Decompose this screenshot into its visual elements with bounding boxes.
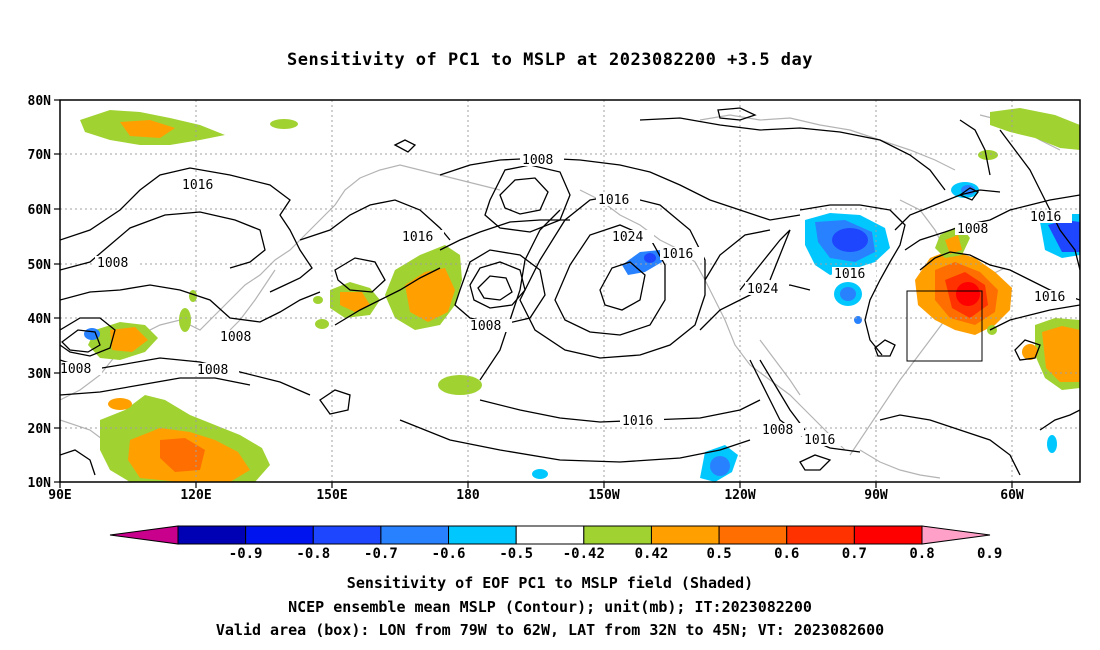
lat-label: 80N xyxy=(28,94,52,109)
contour-label: 1016 xyxy=(402,230,433,245)
colorbar-label: 0.6 xyxy=(774,546,799,562)
colorbar-label: -0.6 xyxy=(432,546,466,562)
gridlines xyxy=(60,100,1080,482)
lon-label: 90W xyxy=(864,488,888,503)
contour-labels: 1016 1008 1008 1008 1008 1016 1008 1008 … xyxy=(58,153,1072,448)
colorbar-swatch xyxy=(718,525,788,545)
colorbar-swatch xyxy=(177,525,247,545)
caption-line-3: Valid area (box): LON from 79W to 62W, L… xyxy=(215,621,885,639)
contour-label: 1024 xyxy=(747,282,778,297)
contour-label: 1016 xyxy=(834,267,865,282)
colorbar-swatch xyxy=(583,525,652,545)
lat-label: 30N xyxy=(28,367,52,382)
sensitivity-shading xyxy=(80,108,1080,482)
map-title: Sensitivity of PC1 to MSLP at 2023082200… xyxy=(286,50,813,70)
lon-label: 120E xyxy=(180,488,211,503)
caption-line-2: NCEP ensemble mean MSLP (Contour); unit(… xyxy=(288,598,812,616)
plot-frame xyxy=(59,99,1081,483)
colorbar-label: 0.7 xyxy=(842,546,867,562)
contour-label: 1008 xyxy=(60,362,91,377)
lon-label: 90E xyxy=(48,488,71,503)
lon-label: 150W xyxy=(588,488,619,503)
lon-label: 60W xyxy=(1000,488,1024,503)
colorbar-swatch xyxy=(109,525,179,545)
colorbar-swatch xyxy=(650,525,720,545)
lon-labels: 90E 120E 150E 180 150W 120W 90W 60W xyxy=(48,488,1024,503)
colorbar-label: -0.5 xyxy=(499,546,533,562)
valid-area-box xyxy=(906,290,983,362)
contour-label: 1008 xyxy=(762,423,793,438)
colorbar-swatch xyxy=(921,525,991,545)
contour-label: 1016 xyxy=(1030,210,1061,225)
contour-label: 1008 xyxy=(470,319,501,334)
contour-label: 1016 xyxy=(804,433,835,448)
contour-label: 1016 xyxy=(622,414,653,429)
lat-label: 70N xyxy=(28,148,52,163)
contour-label: 1016 xyxy=(1034,290,1065,305)
colorbar: -0.9 -0.8 -0.7 -0.6 -0.5 -0.42 0.42 0.5 0.6 0.7 0.… xyxy=(109,525,1002,562)
lon-label: 150E xyxy=(316,488,347,503)
colorbar-swatch xyxy=(515,525,585,545)
lon-label: 180 xyxy=(456,488,480,503)
lat-axis xyxy=(54,99,60,483)
colorbar-label: 0.8 xyxy=(909,546,934,562)
lat-labels: 80N 70N 60N 50N 40N 30N 20N 10N xyxy=(28,94,52,491)
contour-label: 1008 xyxy=(97,256,128,271)
contour-label: 1016 xyxy=(598,193,629,208)
colorbar-label: -0.7 xyxy=(364,546,398,562)
colorbar-swatch xyxy=(448,525,517,545)
caption-line-1: Sensitivity of EOF PC1 to MSLP field (Sh… xyxy=(346,574,754,592)
lat-label: 10N xyxy=(28,476,52,491)
lat-label: 50N xyxy=(28,258,52,273)
contour-label: 1016 xyxy=(662,247,693,262)
contour-label: 1008 xyxy=(197,363,228,378)
contour-label: 1016 xyxy=(182,178,213,193)
colorbar-swatch xyxy=(312,525,382,545)
colorbar-label: -0.42 xyxy=(563,546,605,562)
mslp-contours xyxy=(60,107,1080,476)
contour-label: 1008 xyxy=(220,330,251,345)
colorbar-label: -0.8 xyxy=(296,546,330,562)
lon-label: 120W xyxy=(724,488,755,503)
contour-label: 1024 xyxy=(612,230,643,245)
lat-label: 60N xyxy=(28,203,52,218)
lat-label: 20N xyxy=(28,422,52,437)
colorbar-label: -0.9 xyxy=(229,546,263,562)
colorbar-label: 0.5 xyxy=(706,546,731,562)
colorbar-label: 0.42 xyxy=(635,546,669,562)
lat-label: 40N xyxy=(28,312,52,327)
contour-label: 1008 xyxy=(522,153,553,168)
colorbar-swatch xyxy=(786,525,855,545)
lon-axis xyxy=(59,482,1013,488)
colorbar-swatch xyxy=(380,525,450,545)
colorbar-swatch xyxy=(853,525,923,545)
colorbar-label: 0.9 xyxy=(977,546,1002,562)
contour-label: 1008 xyxy=(957,222,988,237)
colorbar-swatch xyxy=(245,525,314,545)
